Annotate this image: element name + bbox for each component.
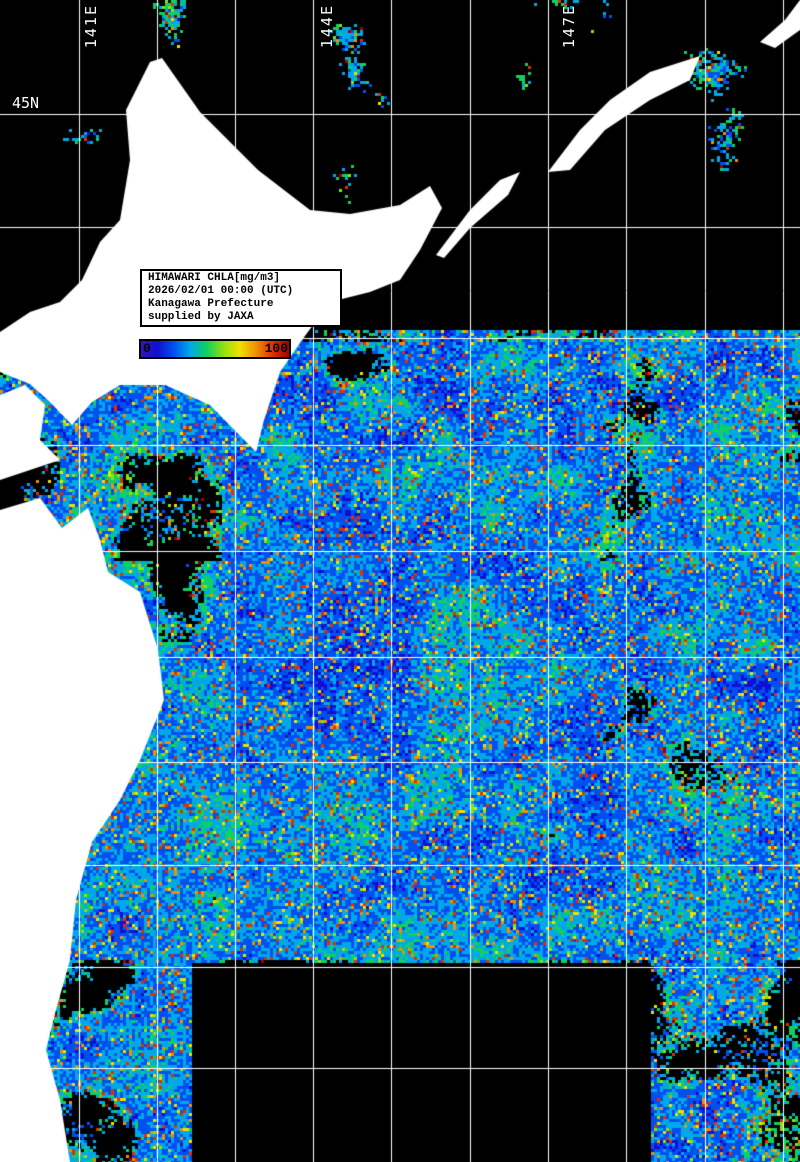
lon-label-144e: 144E bbox=[318, 4, 336, 49]
colorbar-min-label: 0 bbox=[143, 341, 151, 356]
legend-datetime: 2026/02/01 00:00 (UTC) bbox=[148, 285, 294, 297]
legend-title: HIMAWARI CHLA[mg/m3] bbox=[148, 272, 281, 284]
lon-label-147e: 147E bbox=[560, 4, 578, 49]
legend-organization: Kanagawa Prefecture bbox=[148, 298, 274, 310]
legend-box: HIMAWARI CHLA[mg/m3] 2026/02/01 00:00 (UT… bbox=[140, 269, 342, 327]
colorbar: 0 100 bbox=[139, 339, 291, 359]
lat-label-45n: 45N bbox=[12, 94, 40, 112]
lon-label-141e: 141E bbox=[82, 4, 100, 49]
legend-supplier: supplied by JAXA bbox=[148, 311, 254, 323]
colorbar-max-label: 100 bbox=[264, 341, 288, 356]
